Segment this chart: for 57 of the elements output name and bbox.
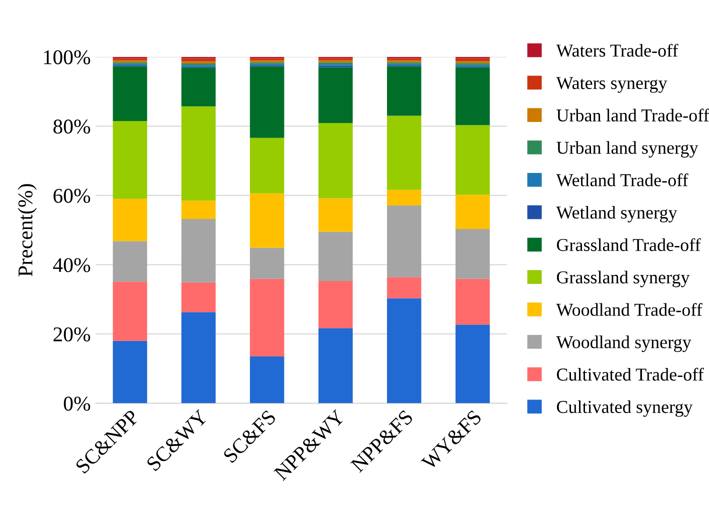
- bar: [386, 190, 422, 206]
- bar: [386, 66, 422, 116]
- y-tick-label: 60%: [54, 188, 90, 203]
- legend-label: Grassland Trade-off: [556, 238, 701, 252]
- bar: [112, 282, 148, 341]
- bar: [250, 248, 284, 279]
- legend-label: Cultivated synergy: [556, 400, 693, 417]
- bar: [181, 58, 216, 62]
- y-tick-label: 100%: [44, 50, 90, 64]
- bar: [181, 200, 216, 219]
- bar: [318, 123, 353, 198]
- legend-label: Urban land synergy: [556, 141, 698, 158]
- bar: [181, 312, 216, 404]
- bar: [250, 193, 284, 248]
- bar: [181, 68, 216, 106]
- bar: [318, 328, 353, 404]
- bar: [456, 324, 490, 404]
- bar: [386, 116, 422, 190]
- bar: [456, 229, 490, 279]
- bar: [250, 278, 284, 356]
- bar: [456, 194, 490, 230]
- bar: [318, 280, 353, 328]
- bar: [112, 120, 148, 199]
- bar: [456, 125, 490, 195]
- bar: [386, 277, 422, 298]
- bar: [112, 340, 148, 404]
- bar: [181, 218, 216, 282]
- bar: [456, 58, 490, 62]
- y-tick-label: 80%: [53, 120, 90, 134]
- bar: [181, 282, 216, 312]
- legend-label: Cultivated Trade-off: [556, 368, 704, 381]
- bar: [181, 106, 216, 201]
- bar: [318, 232, 353, 281]
- bar: [250, 138, 284, 194]
- bar: [318, 198, 353, 232]
- legend-label: Woodland Trade-off: [556, 303, 702, 316]
- bar: [456, 278, 490, 325]
- legend-label: Wetland Trade-off: [556, 173, 688, 186]
- bar: [456, 67, 490, 126]
- legend-label: Urban land Trade-off: [556, 108, 709, 122]
- bar: [250, 66, 284, 138]
- legend-label: Waters Trade-off: [556, 44, 678, 57]
- bar: [112, 66, 148, 121]
- legend-label: Wetland synergy: [556, 206, 678, 222]
- y-tick-label: 0%: [64, 396, 90, 411]
- y-tick-label: 40%: [53, 258, 90, 272]
- y-axis-title: Precent(%): [18, 184, 37, 276]
- legend-label: Grassland synergy: [556, 270, 690, 288]
- y-tick-label: 20%: [54, 327, 90, 342]
- legend-label: Waters synergy: [556, 77, 668, 93]
- bar: [250, 356, 284, 404]
- bar: [386, 298, 422, 404]
- bar: [318, 67, 353, 124]
- bar: [112, 198, 148, 242]
- bar: [386, 205, 422, 278]
- bar: [112, 241, 148, 282]
- legend-label: Woodland synergy: [556, 336, 692, 352]
